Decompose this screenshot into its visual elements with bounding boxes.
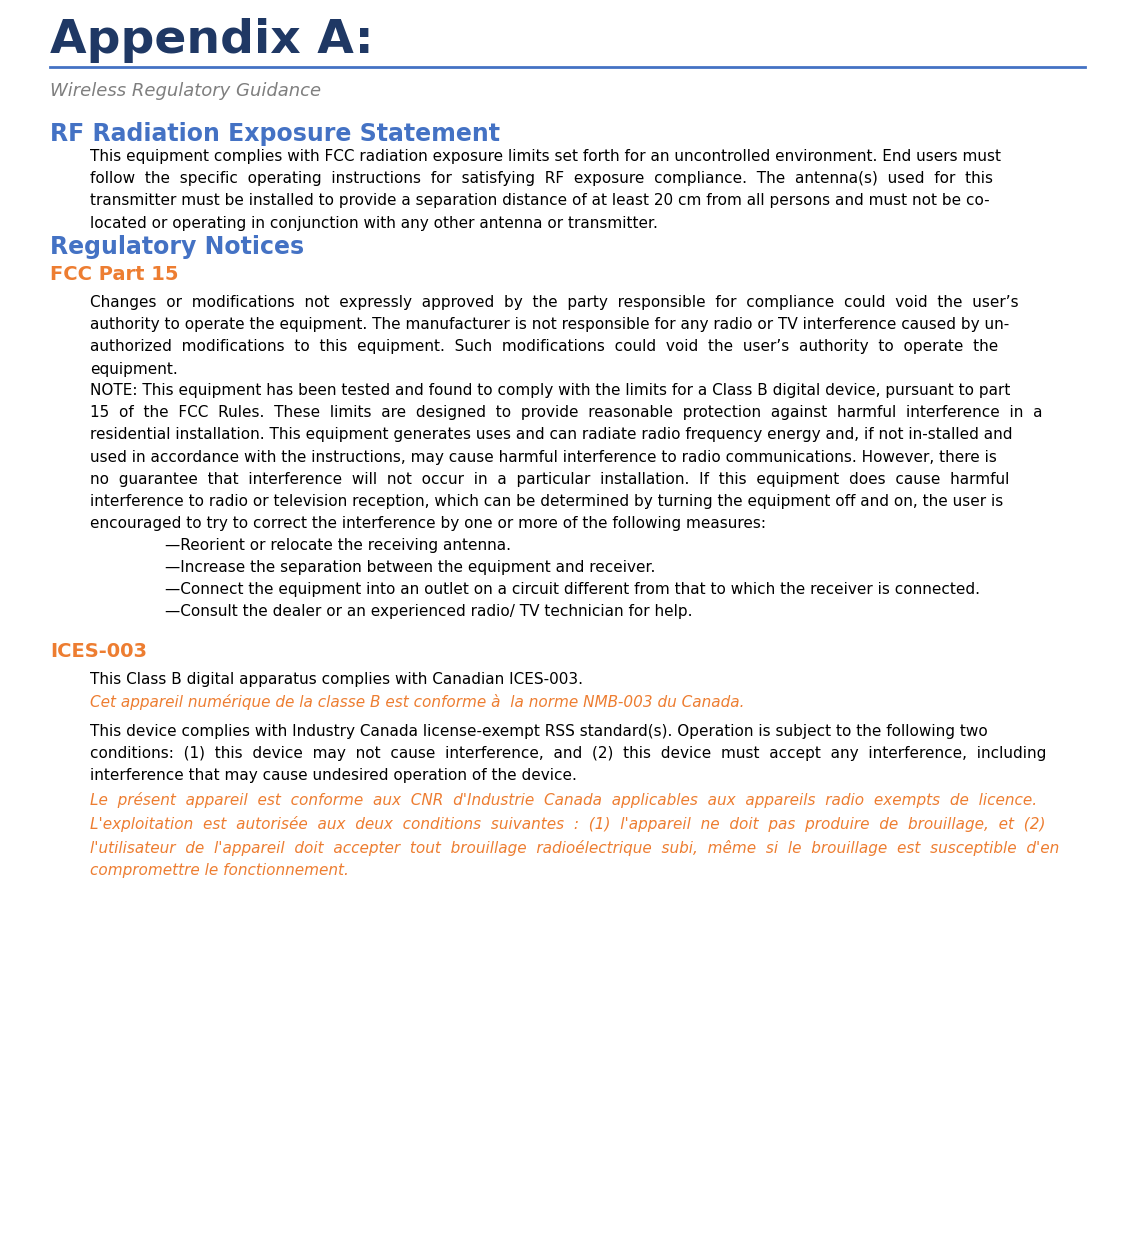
Text: —Reorient or relocate the receiving antenna.: —Reorient or relocate the receiving ante… — [165, 539, 511, 553]
Text: Le  présent  appareil  est  conforme  aux  CNR  d'Industrie  Canada  applicables: Le présent appareil est conforme aux CNR… — [90, 792, 1060, 877]
Text: —Consult the dealer or an experienced radio/ TV technician for help.: —Consult the dealer or an experienced ra… — [165, 604, 692, 619]
Text: RF Radiation Exposure Statement: RF Radiation Exposure Statement — [50, 122, 500, 146]
Text: This device complies with Industry Canada license-exempt RSS standard(s). Operat: This device complies with Industry Canad… — [90, 724, 1046, 783]
Text: Appendix A:: Appendix A: — [50, 19, 373, 63]
Text: —Connect the equipment into an outlet on a circuit different from that to which : —Connect the equipment into an outlet on… — [165, 582, 979, 597]
Text: This equipment complies with FCC radiation exposure limits set forth for an unco: This equipment complies with FCC radiati… — [90, 149, 1001, 231]
Text: FCC Part 15: FCC Part 15 — [50, 266, 179, 284]
Text: Cet appareil numérique de la classe B est conforme à  la norme NMB-003 du Canada: Cet appareil numérique de la classe B es… — [90, 694, 744, 710]
Text: ICES-003: ICES-003 — [50, 642, 147, 661]
Text: Regulatory Notices: Regulatory Notices — [50, 235, 304, 259]
Text: Wireless Regulatory Guidance: Wireless Regulatory Guidance — [50, 82, 321, 101]
Text: NOTE: This equipment has been tested and found to comply with the limits for a C: NOTE: This equipment has been tested and… — [90, 383, 1043, 531]
Text: —Increase the separation between the equipment and receiver.: —Increase the separation between the equ… — [165, 560, 655, 575]
Text: This Class B digital apparatus complies with Canadian ICES-003.: This Class B digital apparatus complies … — [90, 671, 582, 688]
Text: Changes  or  modifications  not  expressly  approved  by  the  party  responsibl: Changes or modifications not expressly a… — [90, 295, 1019, 376]
